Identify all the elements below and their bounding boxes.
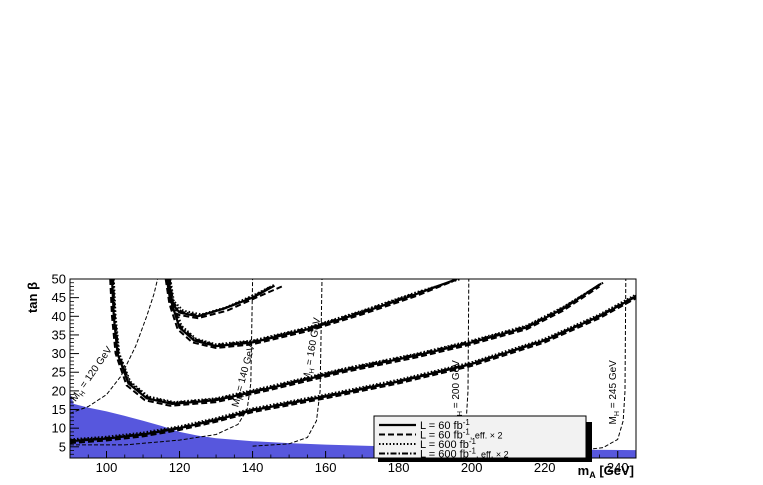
discovery-curve-1 [164, 279, 283, 320]
x-axis-title-main: m [578, 463, 590, 478]
mh-contour-20 [581, 279, 627, 451]
y-tick-label-50: 50 [52, 272, 66, 287]
x-tick-label-100: 100 [96, 460, 118, 475]
mh-label-3: MH = 200 GeV [451, 360, 464, 425]
legend-label-0: L = 60 fb-1 [420, 418, 470, 432]
mh-label-2: MH = 160 GeV [301, 317, 325, 383]
y-tick-label-25: 25 [52, 365, 66, 380]
discovery-curve-8 [167, 279, 458, 348]
legend-label-1: L = 60 fb-1, eff. × 2 [420, 428, 502, 442]
discovery-curve-4 [110, 279, 601, 405]
y-tick-label-35: 35 [52, 327, 66, 342]
mh-contour-18 [252, 279, 323, 447]
x-tick-label-220: 220 [534, 460, 556, 475]
excluded-region [70, 392, 636, 458]
mh-label-1: MH = 140 GeV [230, 343, 259, 409]
x-tick-label-140: 140 [242, 460, 264, 475]
x-axis-title: mA [GeV] [578, 463, 634, 480]
x-tick-label-200: 200 [461, 460, 483, 475]
mh-contour-17 [70, 279, 254, 446]
y-tick-label-30: 30 [52, 346, 66, 361]
x-axis-title-sub: A [589, 470, 596, 480]
y-tick-label-40: 40 [52, 309, 66, 324]
y-tick-label-5: 5 [59, 439, 66, 454]
discovery-curve-14 [70, 293, 636, 441]
legend-label-3: L = 600 fb-1, eff. × 2 [420, 447, 509, 461]
discovery-curve-3 [166, 279, 275, 317]
x-tick-label-160: 160 [315, 460, 337, 475]
y-tick-label-45: 45 [52, 290, 66, 305]
x-axis-title-unit: [GeV] [596, 463, 634, 478]
discovery-curve-6 [112, 279, 604, 404]
y-tick-label-15: 15 [52, 402, 66, 417]
x-tick-label-180: 180 [388, 460, 410, 475]
discovery-curve-10 [169, 279, 461, 346]
discovery-curve-9 [165, 279, 454, 349]
discovery-curve-15 [70, 294, 636, 442]
legend-label-2: L = 600 fb-1 [420, 437, 477, 451]
x-tick-label-120: 120 [169, 460, 191, 475]
mh-label-4: MH = 245 GeV [608, 360, 621, 425]
mh-contour-16 [70, 279, 159, 414]
legend-box [373, 415, 587, 459]
y-tick-label-20: 20 [52, 383, 66, 398]
x-tick-label-240: 240 [607, 460, 629, 475]
y-axis-title: tan β [25, 282, 40, 313]
discovery-curve-11 [168, 279, 460, 346]
discovery-curve-7 [112, 279, 602, 404]
y-tick-label-10: 10 [52, 421, 66, 436]
discovery-curve-13 [70, 297, 636, 445]
discovery-curve-5 [109, 279, 601, 407]
